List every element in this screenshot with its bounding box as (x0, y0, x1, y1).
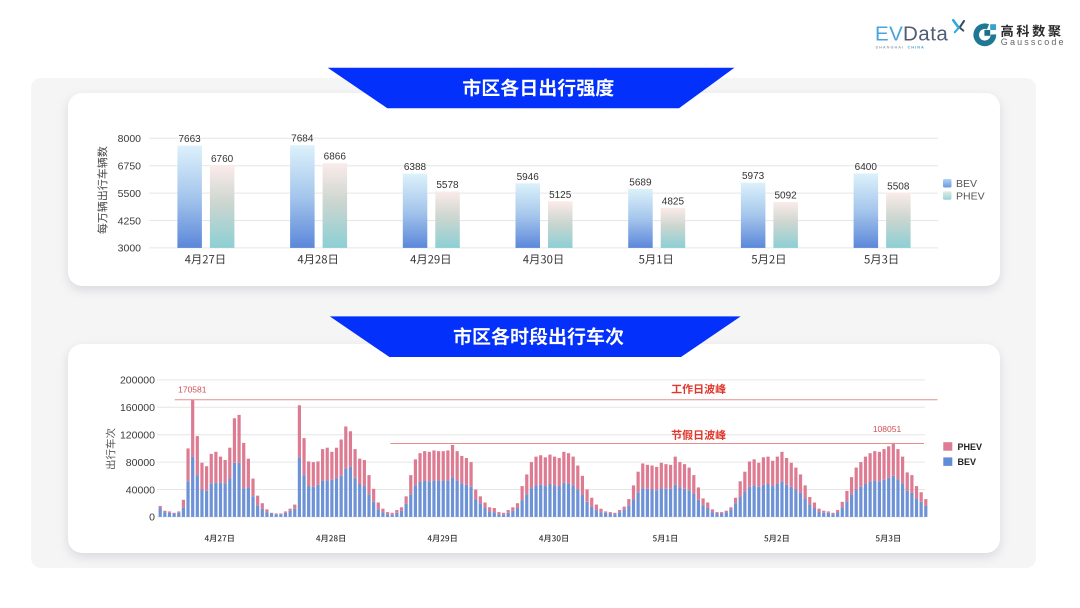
svg-text:80000: 80000 (126, 457, 155, 469)
svg-text:CHINA: CHINA (908, 45, 925, 49)
svg-text:BEV: BEV (956, 178, 977, 190)
svg-text:4250: 4250 (118, 215, 142, 227)
svg-text:EV: EV (875, 22, 903, 45)
svg-text:200000: 200000 (120, 375, 155, 387)
svg-text:0: 0 (149, 512, 155, 524)
svg-text:5973: 5973 (742, 171, 765, 182)
svg-text:120000: 120000 (120, 430, 155, 442)
svg-text:PHEV: PHEV (958, 442, 983, 452)
svg-text:Data: Data (903, 22, 948, 45)
svg-text:6866: 6866 (324, 152, 347, 163)
svg-text:5689: 5689 (629, 178, 652, 189)
svg-text:40000: 40000 (126, 484, 155, 496)
svg-text:4825: 4825 (662, 196, 685, 207)
svg-text:170581: 170581 (178, 385, 207, 395)
svg-text:5500: 5500 (118, 188, 142, 200)
svg-text:5125: 5125 (549, 190, 572, 201)
svg-text:7684: 7684 (291, 134, 314, 145)
svg-text:SHANGHAI: SHANGHAI (876, 45, 905, 49)
svg-text:5578: 5578 (436, 180, 459, 191)
svg-text:8000: 8000 (118, 133, 142, 145)
svg-text:7663: 7663 (178, 134, 201, 145)
svg-text:5092: 5092 (774, 191, 797, 202)
svg-text:3000: 3000 (118, 243, 142, 255)
svg-text:Gausscode: Gausscode (1001, 37, 1066, 47)
svg-text:5508: 5508 (887, 181, 910, 192)
svg-text:108051: 108051 (873, 424, 902, 434)
svg-text:6760: 6760 (211, 154, 234, 165)
svg-text:6750: 6750 (118, 161, 142, 173)
svg-text:5946: 5946 (517, 172, 540, 183)
svg-text:6400: 6400 (855, 162, 878, 173)
svg-text:6388: 6388 (404, 162, 427, 173)
svg-text:BEV: BEV (958, 457, 977, 467)
svg-text:PHEV: PHEV (956, 190, 985, 202)
svg-text:160000: 160000 (120, 402, 155, 414)
